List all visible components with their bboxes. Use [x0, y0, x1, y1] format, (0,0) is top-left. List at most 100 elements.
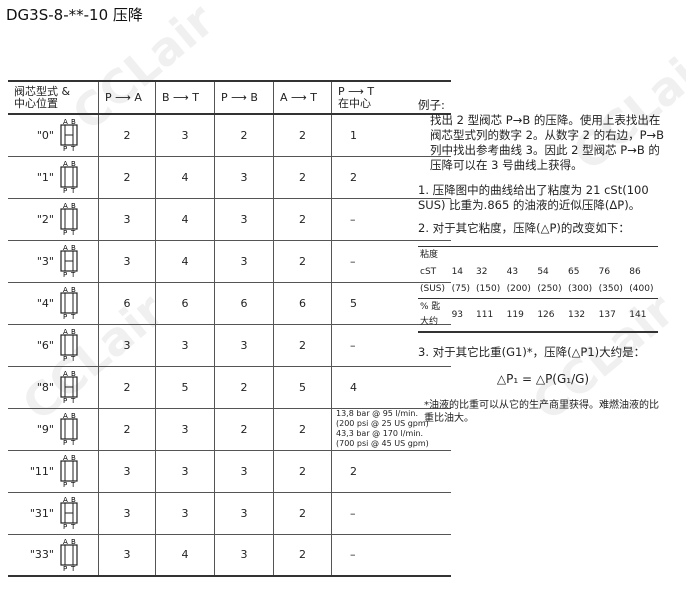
cell-value: 3 [214, 534, 274, 576]
cell-value: 5 [273, 366, 332, 408]
port-b: B [71, 328, 76, 336]
port-p: P [63, 271, 67, 278]
cell-value: 3 [98, 240, 156, 282]
header-p-t-center: P ⟶ T 在中心 [331, 81, 451, 114]
port-a: A [63, 496, 68, 504]
viscosity-table: 粘度 cST 14 32 43 54 65 76 86 (SUS) (75) (150) (200)… [418, 246, 658, 333]
cell-value: 3 [155, 324, 215, 366]
pct-value: 132 [567, 309, 586, 320]
cell-value: 6 [155, 282, 215, 324]
cell-value: 5 [331, 282, 451, 324]
cst-value: 76 [598, 267, 611, 277]
cell-value: 3 [98, 492, 156, 534]
port-b: B [71, 202, 76, 210]
spool-type-label: "2" [36, 212, 54, 226]
spool-type-label: "1" [36, 170, 54, 184]
cell-value: 4 [155, 534, 215, 576]
cell-value: 3 [155, 114, 215, 156]
cell-value: 3 [155, 450, 215, 492]
spool-type-label: "8" [36, 380, 54, 394]
port-p: P [63, 145, 67, 152]
sus-value: (200) [506, 284, 531, 294]
port-p: P [63, 229, 67, 236]
sus-value: (150) [476, 284, 501, 294]
cell-value: 2 [98, 114, 156, 156]
cell-value: 4 [155, 198, 215, 240]
spool-type-label: "4" [36, 296, 54, 310]
cell-value: 3 [214, 156, 274, 198]
page-title: DG3S-8-**-10 压降 [6, 6, 143, 24]
cell-value: 6 [214, 282, 274, 324]
cst-value: 65 [567, 267, 580, 277]
port-p: P [63, 313, 67, 320]
header-b-t: B ⟶ T [155, 81, 215, 114]
port-t: T [70, 439, 76, 446]
spool-type-label: "6" [36, 338, 54, 352]
port-a: A [63, 244, 68, 252]
note-3: 3. 对于其它比重(G1)*，压降(△P1)大约是： [418, 345, 646, 359]
port-b: B [71, 286, 76, 294]
pct-value: 141 [629, 309, 647, 320]
cell-value: 3 [98, 450, 156, 492]
cell-value: 5 [155, 366, 215, 408]
pct-value: 93 [451, 309, 464, 320]
cell-value: – [331, 492, 451, 534]
port-b: B [71, 370, 76, 378]
pressure-drop-table: 阀芯型式 & 中心位置 P ⟶ A B ⟶ T P ⟶ B A ⟶ T P ⟶ … [8, 80, 451, 577]
spool-type-label: "9" [36, 422, 54, 436]
sus-label: (SUS) [420, 284, 446, 294]
header-a-t: A ⟶ T [273, 81, 332, 114]
cell-value: 3 [214, 324, 274, 366]
cell-value: 2 [273, 492, 332, 534]
sus-value: (75) [451, 284, 471, 294]
port-b: B [71, 538, 76, 546]
header-p-b: P ⟶ B [214, 81, 274, 114]
cell-value: 3 [214, 198, 274, 240]
port-a: A [63, 160, 68, 168]
port-a: A [63, 328, 68, 336]
port-a: A [63, 202, 68, 210]
port-p: P [63, 481, 67, 488]
port-b: B [71, 160, 76, 168]
cst-value: 14 [451, 267, 464, 277]
cell-value: 2 [331, 156, 451, 198]
port-t: T [70, 145, 76, 152]
footnote: *油液的比重可以从它的生产商里获得。难燃油液的比重比油大。 [424, 400, 659, 424]
cell-value: 4 [331, 366, 451, 408]
spool-type-label: "33" [29, 548, 54, 562]
cell-value: 2 [98, 366, 156, 408]
cell-value: 3 [98, 198, 156, 240]
port-p: P [63, 187, 67, 194]
note-2: 2. 对于其它粘度，压降(△P)的改变如下： [418, 221, 630, 235]
port-p: P [63, 523, 67, 530]
cell-value: 3 [214, 240, 274, 282]
example-title: 例子: [418, 98, 445, 112]
header-p-a: P ⟶ A [98, 81, 156, 114]
cell-value: 2 [214, 114, 274, 156]
cell-value: 4 [155, 240, 215, 282]
notes-panel: 例子: 找出 2 型阀芯 P→B 的压降。使用上表找出在阀芯型式列的数字 2。从… [418, 98, 668, 425]
port-p: P [63, 439, 67, 446]
cell-value: 2 [214, 408, 274, 450]
port-t: T [70, 523, 76, 530]
cell-value: 6 [98, 282, 156, 324]
spool-type-label: "31" [29, 506, 54, 520]
visc-label: 粘度 [420, 250, 439, 260]
cell-value: 2 [214, 366, 274, 408]
cell-value: – [331, 198, 451, 240]
port-p: P [63, 565, 67, 572]
port-a: A [63, 412, 68, 420]
cell-value: 2 [98, 408, 156, 450]
port-t: T [70, 313, 76, 320]
port-p: P [63, 355, 67, 362]
port-t: T [70, 271, 76, 278]
